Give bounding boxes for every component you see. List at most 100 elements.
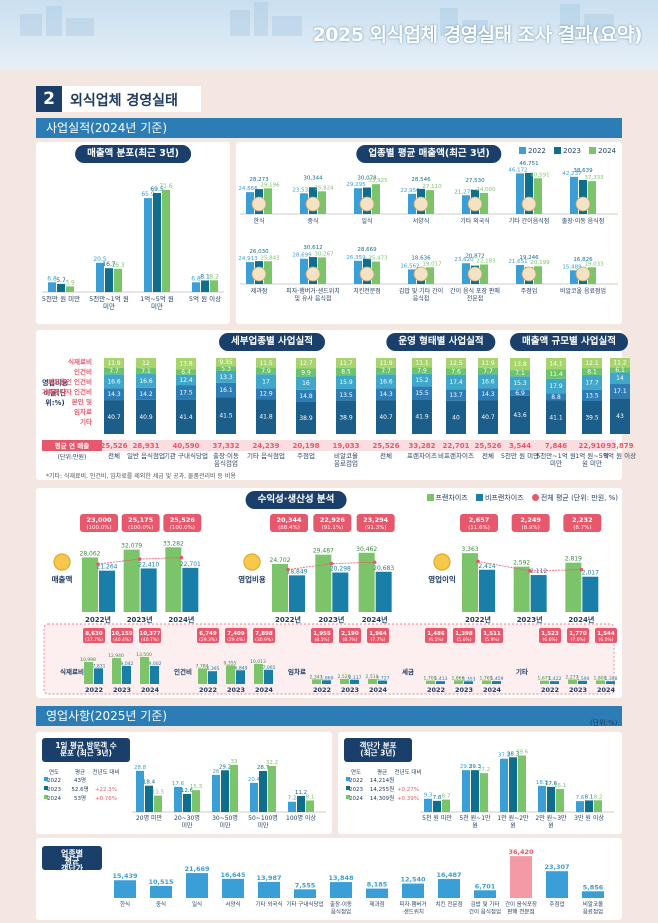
- stack-segment: [510, 389, 530, 396]
- segment-value: 13.5: [585, 392, 599, 399]
- bar-2023: [259, 771, 267, 812]
- detail-value: 9,355: [224, 660, 237, 666]
- annual-sales: 19,033: [332, 442, 359, 450]
- detail-bar-nonfranchise: [378, 680, 387, 684]
- avg-pct: (8.9%): [522, 525, 540, 531]
- food-icon: [359, 266, 375, 282]
- bar-value: 23,620: [454, 257, 474, 263]
- bar-nonfranchise: [530, 575, 547, 612]
- bar-franchise: [272, 563, 288, 612]
- stack-segment: [582, 358, 602, 369]
- detail-year: 2023: [569, 686, 587, 694]
- detail-value: 1,800: [594, 675, 607, 681]
- detail-avg-tag: [197, 628, 219, 643]
- category-label: 판매 전문점: [507, 908, 534, 916]
- detail-bar-nonfranchise: [578, 680, 587, 684]
- category-label: 20~30명: [174, 814, 200, 822]
- category-label: 30~50명: [212, 814, 238, 822]
- panel-title: 업종별: [61, 848, 83, 858]
- stack-segment: [610, 358, 630, 368]
- stack-segment: [546, 378, 566, 394]
- profit-chart: 매출액28,06221,26423,000(100.0%)2022년32,079…: [43, 514, 618, 695]
- detail-avg-pct: (8.5%): [315, 637, 330, 643]
- food-icon: [251, 196, 267, 212]
- cost-ratio-panel: 세부업종별 사업실적 운영 형태별 사업실적 매출액 규모별 사업실적 영업비용…: [36, 330, 636, 480]
- detail-bar-franchise: [568, 679, 577, 684]
- detail-name: 식재료비: [60, 667, 84, 676]
- segment-value: 6.9: [515, 390, 525, 397]
- bar-nonfranchise: [140, 568, 157, 612]
- year-label: 2023년: [127, 615, 153, 624]
- bar-value: 20,298: [330, 566, 351, 573]
- bar-value: 25,473: [368, 256, 388, 262]
- legend-2022: 2022: [528, 147, 546, 155]
- bar-value: 27,530: [465, 178, 485, 184]
- band-business-results: 사업실적(2024년 기준): [36, 118, 622, 138]
- category-label: 5천 원~1만: [459, 814, 491, 822]
- detail-bar-nonfranchise: [606, 681, 615, 684]
- bar-value: 28.8: [134, 765, 147, 771]
- segment-value: 16.6: [481, 378, 495, 385]
- bar-value: 28.7: [257, 765, 270, 771]
- bar-franchise: [82, 557, 98, 612]
- sector-ticket-panel: 업종별 평균 객단가 15,439 한식 10,515 중식 21,669 일식 16,645 서양…: [36, 838, 622, 920]
- bar-value: 26,030: [249, 249, 269, 255]
- panel-title: 분포 (최근 3년): [60, 748, 112, 758]
- bar-2022: [246, 192, 254, 214]
- detail-avg: 7,409: [227, 631, 245, 637]
- detail-avg-pct: (7.0%): [571, 637, 586, 643]
- detail-avg-pct: (5.6%): [457, 637, 472, 643]
- detail-bar-nonfranchise: [264, 669, 273, 684]
- bar-ticket: [258, 881, 280, 898]
- bar-ticket: [438, 879, 460, 898]
- avg-pct: (100.0%): [170, 525, 195, 531]
- stack-segment: [478, 388, 498, 401]
- bar-value: 30,078: [357, 176, 377, 182]
- bar-2022: [500, 758, 508, 812]
- visitors-panel: 1일 평균 방문객 수 분포 (최근 3년) 연도 평균 전년도 대비 2022 43명 20…: [36, 732, 332, 834]
- table-swatch: [44, 795, 48, 799]
- stack-segment: [446, 358, 466, 369]
- bar-2024: [588, 181, 596, 214]
- visitors-chart: 1일 평균 방문객 수분포 (최근 3년) 연도 평균 전년도 대비 2022 43명 20…: [42, 738, 326, 830]
- category-label: 2만 원~3만: [535, 814, 567, 822]
- bar-nonfranchise: [289, 575, 305, 612]
- table-head: 연도: [351, 768, 361, 776]
- bar-2024: [534, 266, 542, 284]
- detail-avg: 1,523: [541, 631, 559, 637]
- segment-label: 식재료비: [68, 357, 92, 366]
- bar-value: 16.1: [554, 783, 566, 789]
- category-label: 비프랜차이즈: [438, 451, 474, 460]
- table-cell: +0.27%: [397, 787, 419, 793]
- bar-value: 10,515: [148, 878, 174, 886]
- detail-bar-franchise: [596, 680, 605, 684]
- detail-bar-franchise: [340, 678, 349, 684]
- annual-sales: 22,701: [442, 442, 469, 450]
- category-label: 출장·이동 음식점: [562, 217, 604, 225]
- bar-2024: [66, 286, 74, 292]
- bar-value: 17.6: [172, 781, 185, 787]
- segment-value: 38.9: [339, 414, 353, 421]
- category-label: 미만: [219, 822, 231, 830]
- bar-value: 20,683: [373, 565, 394, 572]
- annual-sales: 28,931: [132, 442, 159, 450]
- bar-value: 19,017: [422, 261, 442, 267]
- segment-value: 7.7: [381, 368, 391, 375]
- bar-value: 2,017: [582, 570, 599, 577]
- segment-value: 14.3: [481, 391, 495, 398]
- bar-2024: [594, 800, 602, 812]
- category-label: 간이 음식 포장 판매: [450, 287, 500, 295]
- bar-value: 7.2: [288, 796, 297, 802]
- stack-segment: [546, 369, 566, 379]
- bar-2024: [480, 264, 488, 284]
- detail-year: 2023: [455, 686, 473, 694]
- detail-avg-pct: (6.0%): [599, 637, 614, 643]
- category-label: 100명 이상: [286, 814, 316, 822]
- detail-bar-franchise: [368, 678, 377, 684]
- detail-avg-tag: [339, 628, 361, 643]
- detail-bar-franchise: [84, 662, 93, 684]
- category-label: 일식: [192, 900, 202, 908]
- panel-title-bg: [42, 738, 130, 762]
- avg-value: 2,249: [520, 516, 541, 524]
- category-label: 일식: [361, 217, 372, 225]
